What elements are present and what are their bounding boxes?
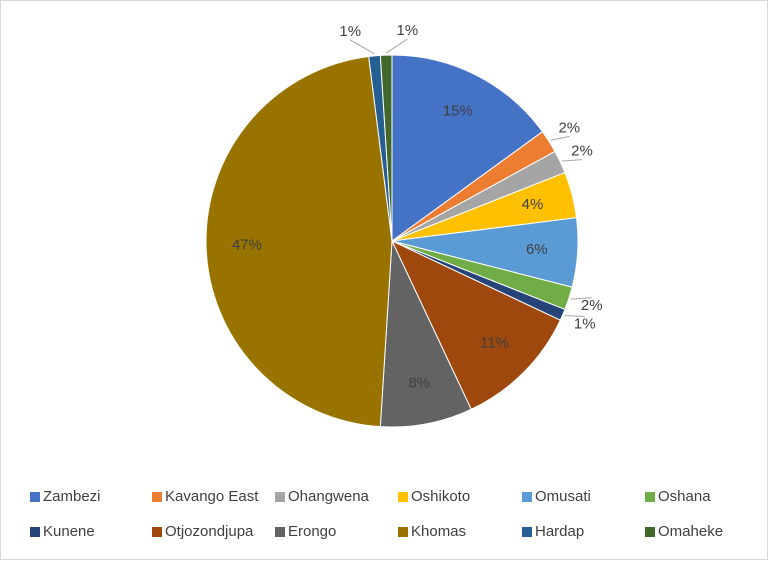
legend-swatch <box>275 492 285 502</box>
legend-swatch <box>275 527 285 537</box>
data-label: 1% <box>574 315 596 332</box>
legend-label: Khomas <box>411 523 466 540</box>
pie-slice <box>379 54 393 242</box>
pie-slice <box>205 55 393 428</box>
legend-label: Oshana <box>658 488 711 505</box>
leader-line <box>550 135 570 141</box>
legend-label: Zambezi <box>43 488 101 505</box>
legend-swatch <box>30 492 40 502</box>
legend-swatch <box>398 492 408 502</box>
legend-swatch <box>522 527 532 537</box>
data-label: 15% <box>443 103 473 120</box>
data-label: 2% <box>571 143 593 160</box>
data-label: 6% <box>526 241 548 258</box>
legend-label: Otjozondjupa <box>165 523 254 540</box>
legend-label: Ohangwena <box>288 488 370 505</box>
legend-swatch <box>645 492 655 502</box>
legend-swatch <box>645 527 655 537</box>
leader-line <box>570 297 592 300</box>
legend-label: Oshikoto <box>411 488 470 505</box>
pie-slice <box>390 239 561 410</box>
data-label: 11% <box>480 335 509 352</box>
data-label: 1% <box>339 23 361 40</box>
legend-swatch <box>522 492 532 502</box>
data-label: 2% <box>558 119 580 136</box>
legend-label: Kunene <box>43 523 95 540</box>
leader-line <box>562 159 583 162</box>
leader-line <box>385 38 408 54</box>
leader-line <box>349 39 375 55</box>
data-label: 47% <box>232 237 262 254</box>
data-label: 1% <box>397 22 419 39</box>
legend-swatch <box>398 527 408 537</box>
data-label: 4% <box>522 196 544 213</box>
legend-swatch <box>152 492 162 502</box>
legend-label: Hardap <box>535 523 584 540</box>
legend-label: Omusati <box>535 488 591 505</box>
data-label: 2% <box>581 297 603 314</box>
pie-slice <box>391 54 544 242</box>
legend-label: Omaheke <box>658 523 723 540</box>
legend-swatch <box>152 527 162 537</box>
data-label: 8% <box>408 374 430 391</box>
leader-line <box>564 315 585 317</box>
pie-slice <box>379 240 472 428</box>
legend-label: Erongo <box>288 523 336 540</box>
legend-swatch <box>30 527 40 537</box>
legend-label: Kavango East <box>165 488 259 505</box>
